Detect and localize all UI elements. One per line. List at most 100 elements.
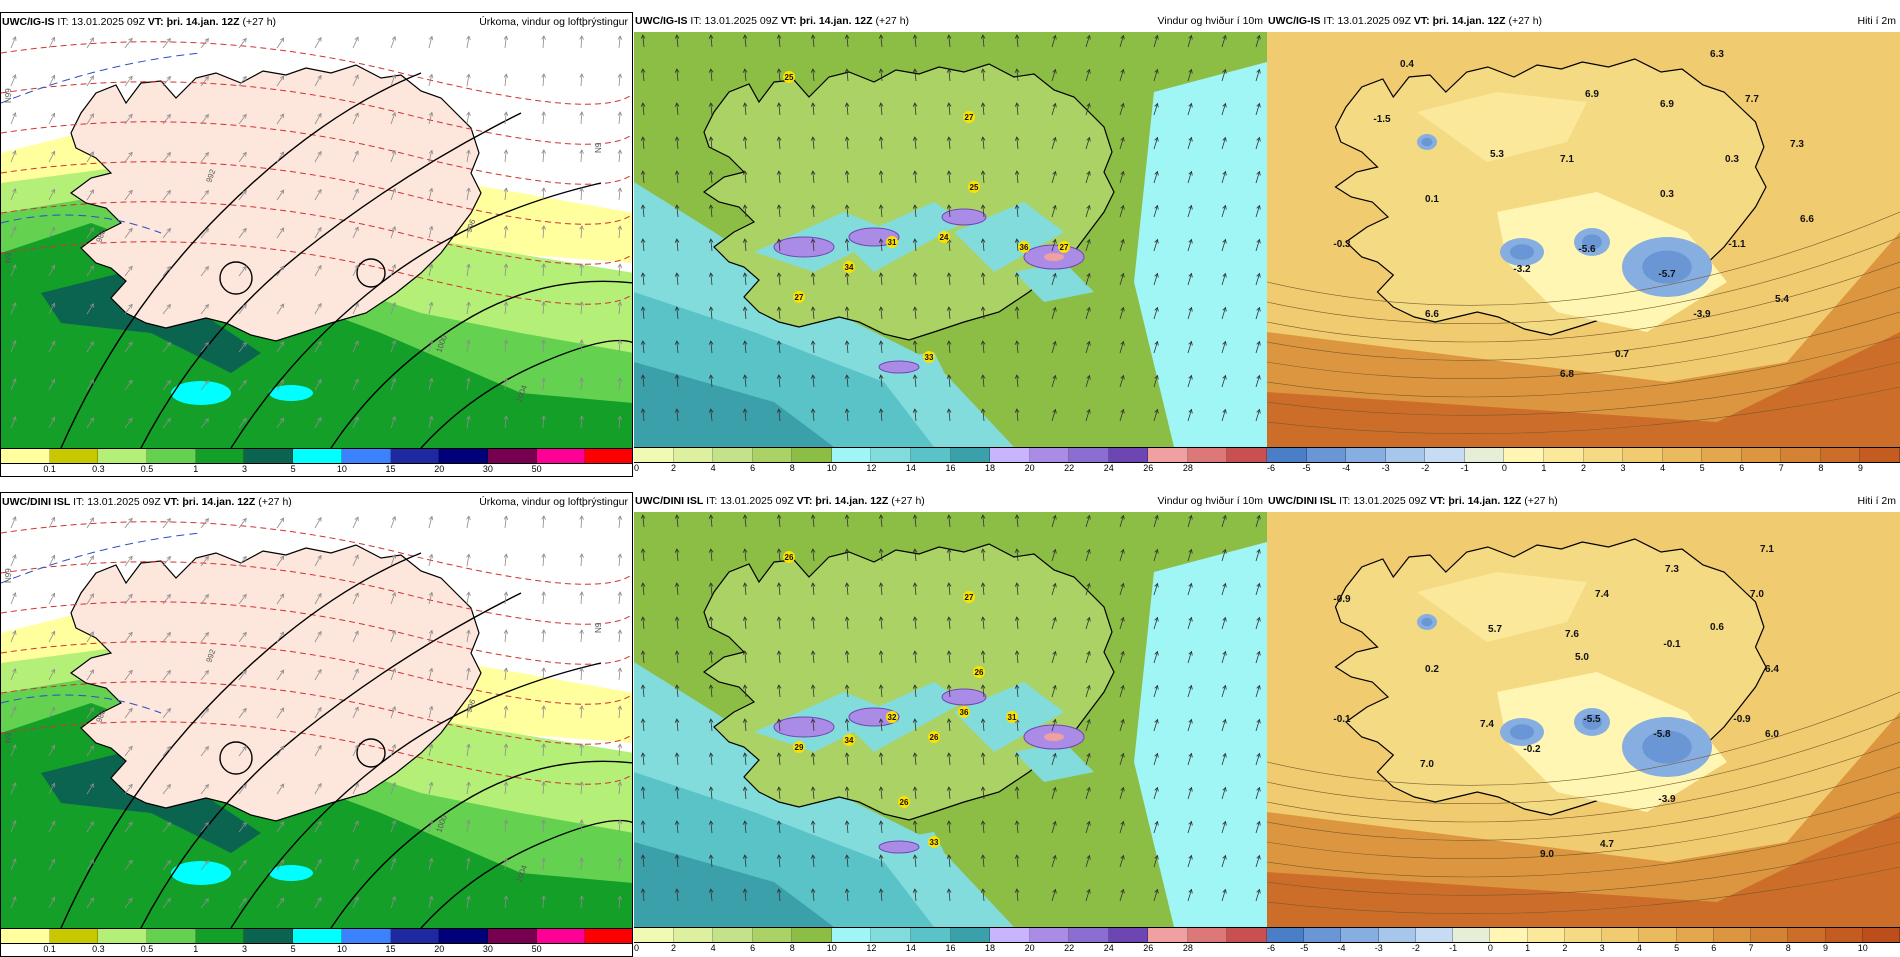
wind-arrow-head <box>674 408 680 413</box>
wind-arrow-head <box>980 684 986 689</box>
wind-arrow-head <box>1052 68 1057 74</box>
heavy-precip-cell <box>269 385 313 401</box>
wind-arrow-head <box>1222 340 1227 346</box>
wind-arrow <box>162 38 171 49</box>
wind-arrow <box>314 303 322 315</box>
wind-arrow <box>504 74 507 87</box>
wind-arrow <box>580 629 583 643</box>
wind-arrow-head <box>1256 340 1261 346</box>
wind-arrow-head <box>579 187 584 192</box>
wind-arrow <box>238 784 247 795</box>
wind-arrow-head <box>1188 786 1193 792</box>
colorbar-swatch <box>1504 448 1544 462</box>
colorbar-tick-label: 30 <box>482 944 493 954</box>
wind-arrow <box>1119 205 1124 218</box>
wind-arrow <box>1221 69 1226 82</box>
wind-arrow <box>466 74 470 87</box>
wind-arrow-head <box>708 374 714 379</box>
colorbar-tick-label: -3 <box>1374 943 1383 953</box>
wind-arrow <box>86 707 94 719</box>
wind-arrow-head <box>391 187 396 193</box>
header-run-info: UWC/IG-IS IT: 13.01.2025 09Z VT: þri. 14… <box>2 13 276 31</box>
wind-arrow-head <box>1154 238 1159 244</box>
colorbar-tick-label: -1 <box>1449 943 1458 953</box>
gust-value: 33 <box>930 838 939 847</box>
wind-arrow-head <box>1052 408 1057 414</box>
wind-arrow-head <box>1188 272 1193 278</box>
wind-arrow-head <box>980 514 986 519</box>
wind-arrow-head <box>912 650 918 655</box>
isobar <box>356 258 386 288</box>
wind-arrow <box>48 417 55 429</box>
wind-arrow-head <box>503 705 509 710</box>
wind-arrow-head <box>810 306 816 311</box>
wind-arrow <box>580 149 583 163</box>
product-title: Vindur og hviður í 10m <box>1157 495 1263 507</box>
wind-arrow <box>390 150 396 163</box>
colorbar-tick-label: 4 <box>1636 943 1642 953</box>
wind-arrow <box>676 273 679 286</box>
wind-arrow <box>618 226 621 239</box>
wind-arrow-head <box>89 783 94 788</box>
wind-arrow-head <box>579 743 584 748</box>
wind-arrow <box>642 239 645 252</box>
wind-arrow <box>1051 583 1056 596</box>
wind-arrow <box>86 303 94 315</box>
wind-arrow <box>1187 753 1192 766</box>
wind-arrow-head <box>980 136 986 141</box>
wind-arrow-head <box>503 515 509 520</box>
colorbar-swatch <box>1623 448 1663 462</box>
wind-arrow-head <box>89 113 94 118</box>
wind-arrow-head <box>541 149 546 154</box>
wind-arrow-head <box>1256 68 1261 74</box>
colorbar-tick-label: 8 <box>789 943 795 953</box>
temp-map-canvas: 0.46.3-1.56.96.9 7.75.3 7.17.30.30.1 0.36.6… <box>1267 32 1900 447</box>
wind-arrow <box>618 668 621 681</box>
colorbar-tick-label: 9 <box>1823 943 1829 953</box>
wind-arrow-head <box>391 149 396 155</box>
wind-arrow-head <box>980 786 986 791</box>
wind-arrow-head <box>1086 204 1091 210</box>
wind-speed-band <box>1134 542 1267 927</box>
wind-arrow <box>880 341 883 354</box>
wind-arrow-head <box>89 417 94 422</box>
wind-arrow-head <box>391 35 396 41</box>
wind-arrow <box>1051 889 1056 902</box>
wind-arrow <box>276 593 285 605</box>
colorbar-tick-label: 14 <box>905 943 916 953</box>
wind-arrow <box>1153 787 1158 800</box>
wind-arrow <box>1119 787 1124 800</box>
wind-arrow-head <box>708 752 714 757</box>
panel-header: UWC/IG-IS IT: 13.01.2025 09Z VT: þri. 14… <box>634 12 1267 30</box>
wind-arrow <box>124 746 133 757</box>
wind-arrow <box>1119 239 1124 252</box>
wind-arrow-head <box>1120 68 1125 74</box>
wind-arrow-head <box>1222 34 1227 40</box>
wind-arrow <box>744 137 747 150</box>
wind-arrow <box>812 753 815 766</box>
wind-arrow-head <box>204 379 209 385</box>
wind-arrow-head <box>317 416 322 422</box>
wind-arrow <box>880 375 883 388</box>
wind-arrow-head <box>428 591 434 597</box>
wind-arrow <box>162 342 171 353</box>
wind-arrow <box>618 112 621 125</box>
panel-header: UWC/DINI ISL IT: 13.01.2025 09Z VT: þri.… <box>634 492 1267 510</box>
colorbar-swatch <box>1862 928 1900 942</box>
wind-arrow <box>428 378 433 391</box>
wind-arrow-head <box>1188 820 1193 826</box>
wind-arrow-head <box>579 35 584 40</box>
wind-arrow <box>580 781 583 795</box>
wind-arrow-head <box>1086 786 1091 792</box>
colorbar-swatch <box>673 448 714 462</box>
wind-arrow-head <box>354 516 359 522</box>
wind-arrow <box>744 515 747 528</box>
wind-arrow <box>1221 753 1226 766</box>
colorbar-tick-label: 20 <box>434 944 445 954</box>
wind-arrow <box>812 515 815 528</box>
wind-arrow <box>580 553 583 567</box>
wind-arrow-head <box>503 553 509 558</box>
wind-arrow <box>846 409 849 422</box>
wind-arrow <box>1085 69 1090 82</box>
wind-arrow-head <box>166 555 171 561</box>
